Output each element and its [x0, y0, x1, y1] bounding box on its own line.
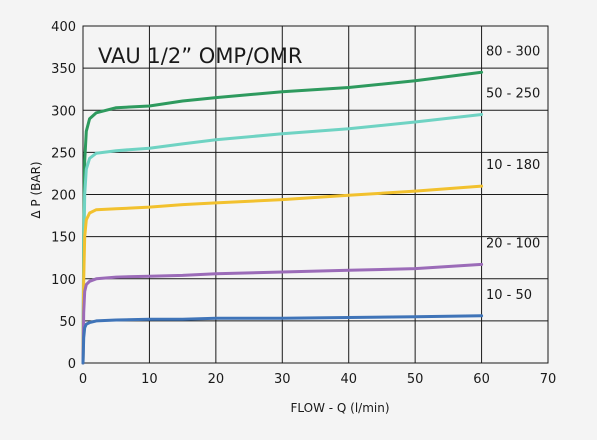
series-line-3	[81, 184, 484, 365]
y-tick-label: 200	[51, 189, 76, 204]
x-axis-label: FLOW - Q (l/min)	[290, 401, 389, 415]
x-tick-label: 20	[208, 372, 225, 387]
series-line-5	[81, 314, 484, 365]
series-label-2: 50 - 250	[486, 86, 540, 101]
y-tick-label: 100	[51, 273, 76, 288]
x-tick-label: 30	[274, 372, 291, 387]
x-tick-label: 10	[141, 372, 158, 387]
y-axis-label: Δ P (BAR)	[29, 161, 43, 218]
x-tick-label: 0	[79, 372, 87, 387]
grid	[82, 25, 549, 364]
y-tick-label: 50	[59, 315, 76, 330]
x-tick-label: 50	[407, 372, 424, 387]
y-tick-label: 250	[51, 146, 76, 161]
chart-title: VAU 1/2” OMP/OMR	[98, 44, 302, 68]
series-layer	[81, 70, 484, 365]
series-label-3: 10 - 180	[486, 158, 540, 173]
x-tick-label: 70	[540, 372, 557, 387]
y-tick-label: 400	[51, 20, 76, 35]
series-line-1	[81, 70, 484, 365]
x-tick-label: 40	[340, 372, 357, 387]
y-tick-label: 150	[51, 231, 76, 246]
axes: 0 10 20 30 40 50 60 70 0 50 100 150 200 250 300 350 400	[51, 20, 556, 387]
y-tick-label: 350	[51, 62, 76, 77]
series-label-1: 80 - 300	[486, 44, 540, 59]
y-tick-label: 300	[51, 104, 76, 119]
x-tick-label: 60	[473, 372, 490, 387]
y-tick-label: 0	[68, 357, 76, 372]
series-line-2	[81, 113, 484, 365]
series-label-4: 20 - 100	[486, 236, 540, 251]
series-label-5: 10 - 50	[486, 288, 532, 303]
series-labels: 80 - 300 50 - 250 10 - 180 20 - 100 10 - 50	[486, 44, 540, 302]
series-line-4	[81, 262, 484, 365]
